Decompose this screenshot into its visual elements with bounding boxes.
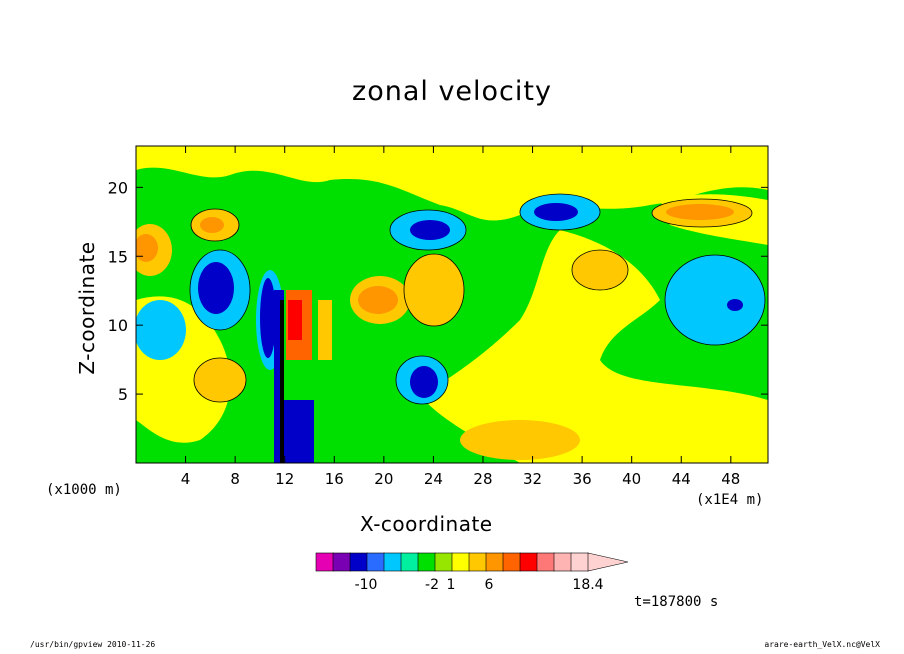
plot-frame [135,145,769,464]
colorbar-label: -2 [425,577,439,593]
x-tick-label: 32 [523,470,542,488]
footer-left: /usr/bin/gpview 2010-11-26 [30,640,156,649]
colorbar: -10 -2 1 6 18.4 [315,552,629,593]
x-axis: 4 8 12 16 20 24 28 32 36 40 44 48 [181,146,740,488]
y-tick-label: 10 [108,316,128,335]
x-tick-label: 16 [325,470,344,488]
x-axis-label: X-coordinate [360,512,493,536]
colorbar-swatch [366,552,385,572]
colorbar-swatch [536,552,555,572]
colorbar-swatch [570,552,589,572]
colorbar-swatch [519,552,538,572]
y-axis: 5 10 15 20 [108,178,768,404]
colorbar-swatch [553,552,572,572]
colorbar-swatch [451,552,470,572]
y-tick-label: 20 [108,178,128,197]
footer-right: arare-earth_VelX.nc@VelX [764,640,880,649]
colorbar-swatch [417,552,436,572]
colorbar-swatch [400,552,419,572]
x-tick-label: 48 [721,470,740,488]
colorbar-swatch [332,552,351,572]
colorbar-label: 6 [485,577,494,593]
x-multiplier-label: (x1E4 m) [696,492,764,508]
y-axis-label: Z-coordinate [75,241,99,375]
x-tick-label: 12 [275,470,294,488]
y-multiplier-label: (x1000 m) [46,482,122,498]
colorbar-label: -10 [355,577,378,593]
colorbar-swatch [502,552,521,572]
colorbar-swatch [434,552,453,572]
colorbar-swatch [315,552,334,572]
x-tick-label: 36 [573,470,592,488]
x-tick-label: 28 [473,470,492,488]
x-tick-label: 44 [672,470,691,488]
contour-field [136,146,768,463]
colorbar-swatch [349,552,368,572]
chart-title: zonal velocity [352,76,552,107]
colorbar-label: 18.4 [572,577,603,593]
colorbar-extend-arrow [587,552,629,572]
y-tick-label: 5 [118,385,128,404]
colorbar-swatch [468,552,487,572]
x-tick-label: 24 [424,470,443,488]
x-tick-label: 20 [374,470,393,488]
x-tick-label: 40 [622,470,641,488]
x-tick-label: 8 [230,470,240,488]
colorbar-swatch [383,552,402,572]
colorbar-swatch [485,552,504,572]
colorbar-label: 1 [447,577,456,593]
time-label: t=187800 s [634,594,719,610]
y-tick-label: 15 [108,247,128,266]
x-tick-label: 4 [181,470,191,488]
